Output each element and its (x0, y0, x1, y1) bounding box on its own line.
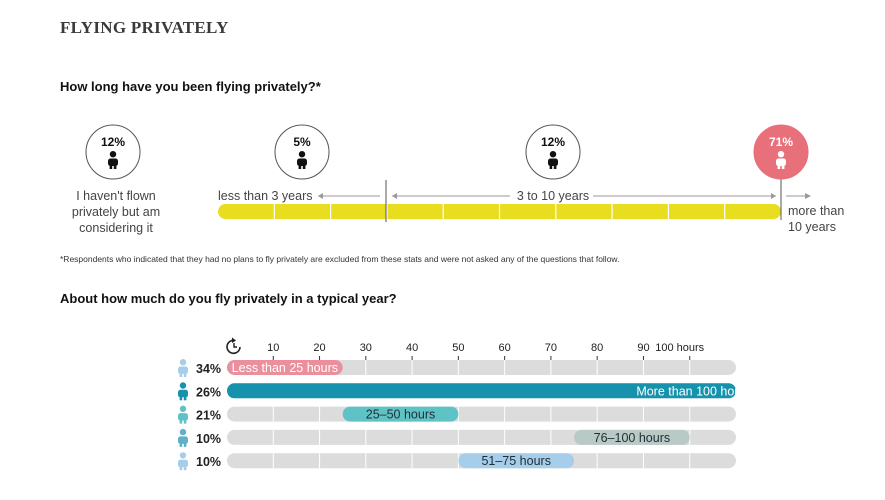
bar-label: 51–75 hours (481, 454, 551, 468)
row-percent: 21% (196, 409, 221, 423)
row-percent: 10% (196, 432, 221, 446)
question-tenure: How long have you been flying privately?… (60, 79, 321, 94)
person-icon (178, 405, 188, 424)
question-hours: About how much do you fly privately in a… (60, 291, 397, 306)
category-label: considering it (79, 221, 153, 235)
page-title: FLYING PRIVATELY (60, 18, 229, 37)
bar-label: Less than 25 hours (232, 361, 338, 375)
person-icon (548, 151, 558, 169)
person-icon (178, 428, 188, 447)
footnote: *Respondents who indicated that they had… (60, 254, 620, 264)
bar-label: More than 100 hours (636, 384, 751, 398)
person-icon (178, 359, 188, 377)
bar-label: 25–50 hours (366, 408, 436, 422)
bar-track (227, 360, 736, 375)
tick-label: 40 (406, 342, 418, 354)
person-icon (178, 382, 188, 401)
tick-label: 100 hours (655, 342, 704, 354)
bar-label: 76–100 hours (594, 431, 670, 445)
bubble-percent: 5% (293, 135, 311, 149)
range-bar (342, 406, 459, 422)
row-percent: 26% (196, 385, 221, 399)
tick-label: 60 (499, 342, 511, 354)
tenure-bubble: 12% (85, 124, 141, 180)
row-percent: 10% (196, 455, 221, 469)
category-label: more than (788, 204, 844, 218)
bubble-percent: 71% (769, 135, 793, 149)
tick-label: 50 (452, 342, 464, 354)
arrow-icon (771, 193, 776, 199)
range-bar (227, 360, 343, 375)
person-icon (108, 151, 118, 169)
range-bar (458, 453, 575, 469)
bubble-percent: 12% (541, 135, 565, 149)
tenure-chart: 12% 5% 12% 71% I haven't flown privately but … (72, 124, 844, 235)
person-icon (178, 452, 188, 471)
tenure-bubble: 71% (753, 124, 809, 180)
clock-icon (226, 337, 241, 355)
category-label: I haven't flown (76, 189, 156, 203)
category-label: less than 3 years (218, 189, 313, 203)
tick-label: 10 (267, 342, 279, 354)
range-bar (574, 429, 690, 445)
tick-label: 90 (637, 342, 649, 354)
category-label: privately but am (72, 205, 160, 219)
tick-label: 70 (545, 342, 557, 354)
tenure-bubble: 5% (274, 124, 330, 180)
category-label: 10 years (788, 220, 836, 234)
arrow-icon (392, 193, 397, 199)
tick-label: 30 (360, 342, 372, 354)
row-percent: 34% (196, 362, 221, 376)
tick-label: 80 (591, 342, 603, 354)
arrow-icon (805, 193, 811, 199)
tick-label: 20 (313, 342, 325, 354)
person-icon (297, 151, 307, 169)
category-label: 3 to 10 years (517, 189, 589, 203)
bubble-percent: 12% (101, 135, 125, 149)
arrow-icon (318, 193, 323, 199)
person-icon (776, 151, 786, 169)
range-bar (227, 383, 736, 399)
tenure-bubble: 12% (525, 124, 581, 180)
bar-track (227, 406, 736, 422)
